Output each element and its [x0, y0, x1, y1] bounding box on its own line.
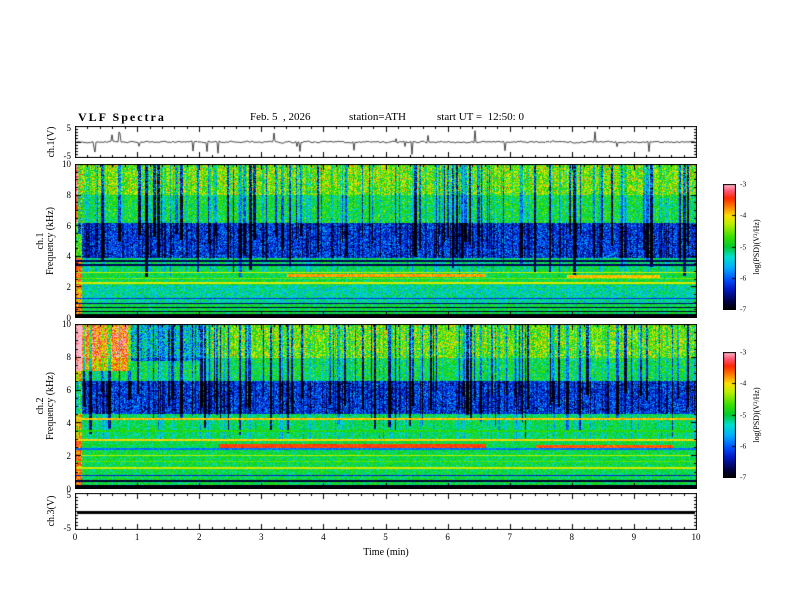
- ch2-spectrogram-panel: [75, 324, 697, 489]
- colorbar-ch1-tick-label: -6: [740, 273, 747, 283]
- colorbar-ch2-tick-label: -3: [740, 347, 747, 357]
- ch3-voltage-axis-label: ch.3(V): [46, 495, 57, 527]
- colorbar-ch1-tick-label: -7: [740, 304, 747, 314]
- ch2-spectrogram-canvas: [75, 324, 697, 489]
- ch1-freq-tick-label: 8: [66, 189, 72, 200]
- time-tick-label: 7: [507, 532, 512, 542]
- ch1-volt-tick-label: -5: [63, 151, 72, 161]
- colorbar-ch2-canvas: [723, 352, 736, 478]
- ch1-freq-tick-label: 0: [66, 313, 72, 323]
- ch2-freq-tick-label: 2: [66, 451, 72, 461]
- colorbar-ch2-tick-label: -7: [740, 472, 747, 482]
- ch1-waveform-canvas: [75, 126, 697, 158]
- ch2-freq-tick-label: 10: [62, 319, 71, 329]
- ch1-waveform-panel: [75, 126, 697, 158]
- ch2-freq-tick-label: 0: [66, 484, 72, 494]
- ch1-freq-tick-label: 10: [62, 159, 71, 169]
- time-tick-label: 2: [196, 532, 202, 542]
- time-tick-label: 1: [134, 532, 140, 542]
- ch2-freq-tick-label: 6: [66, 385, 72, 395]
- time-tick-label: 8: [569, 532, 575, 542]
- colorbar-ch2-tick-label: -6: [740, 441, 747, 451]
- ch3-volt-tick-label: -5: [63, 523, 72, 533]
- time-tick-label: 0: [72, 532, 78, 542]
- figure-title: VLF Spectra: [78, 110, 166, 124]
- ch2-freq-tick-label: 8: [66, 352, 72, 362]
- ch2-freq-tick-label: 4: [66, 418, 72, 428]
- time-tick-label: 5: [383, 532, 388, 542]
- colorbar-ch1-tick-label: -5: [740, 242, 747, 251]
- ch2-frequency-axis-label-line2: Frequency (kHz): [45, 371, 56, 441]
- ch1-frequency-axis-label: ch.1 Frequency (kHz): [35, 206, 56, 276]
- ch3-volt-tick-label: 5: [66, 490, 72, 500]
- time-tick-label: 9: [631, 532, 637, 542]
- date-label: Feb. 5 , 2026: [250, 111, 311, 123]
- ch1-spectrogram-canvas: [75, 164, 697, 318]
- colorbar-ch1-tick-label: -3: [740, 179, 747, 189]
- start-ut-label: start UT = 12:50: 0: [437, 111, 524, 123]
- time-tick-label: 4: [321, 532, 326, 542]
- ch1-freq-tick-label: 4: [66, 251, 72, 262]
- colorbar-ch2-tick-label: -5: [740, 410, 747, 419]
- colorbar-ch2-tick-label: -4: [740, 378, 747, 388]
- ch1-freq-tick-label: 6: [66, 220, 72, 231]
- ch1-volt-tick-label: 5: [66, 123, 72, 133]
- ch2-frequency-axis-label: ch.2 Frequency (kHz): [35, 371, 56, 441]
- time-tick-label: 6: [445, 532, 450, 542]
- ch1-voltage-axis-label: ch.1(V): [46, 126, 57, 158]
- ch3-waveform-canvas: [75, 493, 697, 530]
- time-axis-label: Time (min): [363, 547, 409, 558]
- ch1-frequency-axis-label-line2: Frequency (kHz): [45, 206, 56, 276]
- ch1-freq-tick-label: 2: [66, 282, 72, 293]
- colorbar-ch2: [723, 352, 736, 478]
- ch3-waveform-panel: [75, 493, 697, 530]
- time-tick-label: 3: [259, 532, 264, 542]
- colorbar-ch2-label: log(PSD)(V²/Hz): [752, 387, 761, 443]
- ch1-spectrogram-panel: [75, 164, 697, 318]
- colorbar-ch1-label: log(PSD)(V²/Hz): [752, 219, 761, 275]
- colorbar-ch1: [723, 184, 736, 310]
- station-label: station=ATH: [349, 111, 406, 123]
- time-tick-label: 10: [691, 532, 701, 542]
- colorbar-ch1-tick-label: -4: [740, 210, 747, 220]
- colorbar-ch1-canvas: [723, 184, 736, 310]
